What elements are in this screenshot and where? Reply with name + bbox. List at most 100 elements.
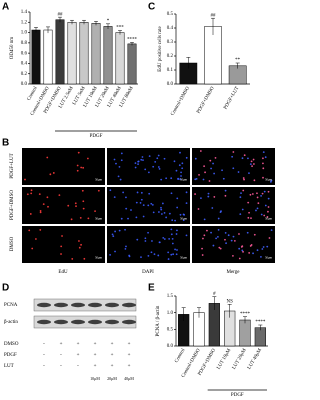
- nucleus: [157, 254, 160, 257]
- group-label: PDGF: [231, 393, 244, 398]
- error-bar: [130, 42, 134, 46]
- x-tick-label: PDGF+DMSO: [196, 86, 216, 115]
- nucleus: [248, 172, 250, 175]
- nucleus: [264, 156, 267, 159]
- nucleus: [246, 231, 249, 234]
- y-tick-label: 1.5: [167, 294, 174, 299]
- nucleus: [266, 245, 269, 248]
- y-tick-label: 0.3: [167, 40, 174, 45]
- nucleus: [256, 192, 258, 195]
- nucleus: [118, 166, 121, 168]
- nucleus: [185, 202, 188, 205]
- nucleus: [176, 249, 178, 251]
- error-bar: [197, 307, 201, 318]
- nucleus: [260, 194, 262, 197]
- y-axis-label: OD450 nm: [10, 37, 15, 59]
- nucleus: [160, 213, 163, 215]
- nucleus: [135, 216, 138, 219]
- nucleus: [210, 167, 212, 170]
- nucleus: [115, 162, 117, 165]
- nucleus: [147, 231, 149, 234]
- nucleus: [202, 178, 205, 181]
- y-tick-label: 0.2: [167, 54, 174, 59]
- nucleus: [240, 246, 243, 248]
- figure: A C B D E 0.0 0.2 0.4 0.6 0.8 1.0 1.2 1.4 OD450 …: [2, 2, 275, 398]
- nucleus: [267, 197, 270, 200]
- nucleus: [182, 213, 185, 216]
- nucleus: [214, 157, 217, 159]
- nucleus: [150, 202, 153, 205]
- nucleus: [237, 171, 240, 173]
- nucleus: [152, 211, 155, 214]
- nucleus: [269, 180, 272, 183]
- treatment-sign: +: [94, 342, 97, 347]
- error-bar: [212, 296, 217, 310]
- nucleus: [114, 230, 117, 233]
- nucleus: [262, 151, 265, 154]
- nucleus: [60, 253, 62, 255]
- nucleus: [74, 202, 77, 205]
- scale-bar-label: 50μm: [95, 178, 103, 182]
- nucleus: [202, 237, 204, 240]
- panel-label: A: [2, 2, 9, 13]
- nucleus: [134, 162, 137, 165]
- error-bar: [58, 16, 62, 23]
- nucleus: [178, 164, 181, 167]
- nucleus: [215, 237, 218, 240]
- significance: *: [107, 19, 110, 24]
- scale-bar-label: 50μm: [95, 217, 103, 221]
- nucleus: [113, 158, 116, 161]
- nucleus: [247, 157, 249, 160]
- nucleus: [230, 239, 233, 242]
- nucleus: [144, 237, 147, 240]
- column-label: Merge: [227, 270, 241, 275]
- nucleus: [28, 229, 31, 232]
- nucleus: [46, 196, 49, 199]
- bar: [204, 26, 222, 85]
- error-bar: [235, 62, 240, 69]
- nucleus: [141, 156, 144, 158]
- treatment-sign: +: [60, 342, 63, 347]
- error-bar: [94, 21, 98, 26]
- nucleus: [119, 178, 122, 181]
- nucleus: [124, 228, 126, 231]
- nucleus: [137, 160, 140, 163]
- nucleus: [158, 211, 160, 213]
- nucleus: [135, 201, 138, 204]
- y-tick-label: 0.0: [21, 82, 28, 87]
- nucleus: [128, 255, 131, 258]
- nucleus: [241, 249, 244, 252]
- nucleus: [165, 216, 168, 219]
- significance: #: [213, 292, 216, 297]
- bar: [91, 23, 101, 85]
- nucleus: [78, 246, 81, 249]
- panel-label: E: [148, 283, 155, 294]
- nucleus: [238, 247, 241, 250]
- y-tick-label: 0.5: [167, 12, 174, 17]
- treatment-sign: -: [77, 364, 79, 369]
- nucleus: [136, 191, 139, 194]
- nucleus: [212, 244, 215, 247]
- band: [37, 302, 51, 308]
- nucleus: [86, 157, 89, 160]
- bar: [79, 22, 89, 85]
- nucleus: [109, 254, 112, 256]
- nucleus: [209, 159, 212, 162]
- significance: NS: [226, 299, 233, 304]
- treatment-label: LUT: [4, 364, 14, 369]
- band: [88, 302, 102, 308]
- nucleus: [243, 178, 245, 181]
- nucleus: [233, 239, 236, 242]
- treatment-sign: -: [43, 353, 45, 358]
- nucleus: [224, 189, 227, 192]
- bar: [67, 22, 77, 85]
- nucleus: [200, 197, 202, 200]
- nucleus: [185, 234, 188, 237]
- nucleus: [113, 196, 116, 199]
- y-tick-label: 0.0: [167, 344, 174, 349]
- nucleus: [222, 177, 225, 180]
- x-tick-label: LUT 10μM: [217, 348, 233, 371]
- nucleus: [251, 193, 254, 195]
- nucleus: [181, 162, 184, 165]
- nucleus: [142, 204, 145, 206]
